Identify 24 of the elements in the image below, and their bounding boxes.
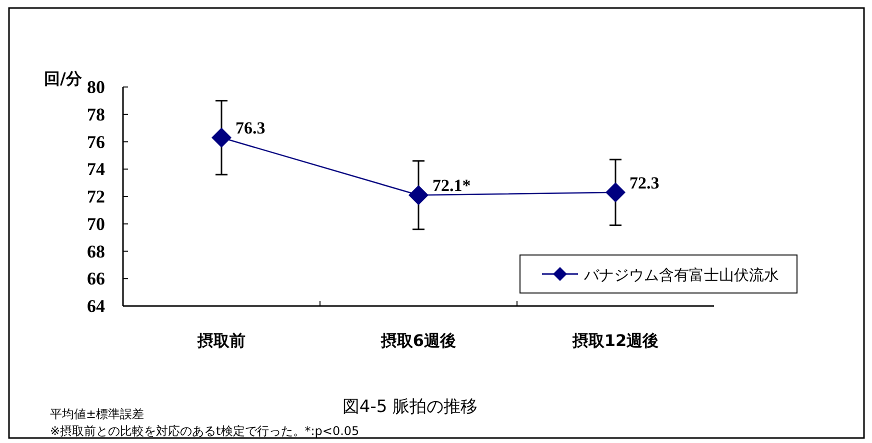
data-label: 72.1* — [432, 176, 471, 196]
y-tick-label: 80 — [87, 77, 105, 97]
point — [606, 182, 626, 202]
y-tick-label: 64 — [87, 296, 105, 316]
legend-label: バナジウム含有富士山伏流水 — [583, 266, 779, 284]
x-tick-label: 摂取12週後 — [571, 331, 659, 350]
data-label: 76.3 — [236, 118, 266, 138]
y-axis-title: 回/分 — [44, 69, 83, 88]
y-tick-label: 66 — [87, 268, 105, 289]
y-tick-label: 70 — [87, 214, 105, 234]
text: 図4-5 脈拍の推移 — [342, 397, 478, 417]
y-tick-label: 74 — [87, 159, 105, 180]
text: ※摂取前との比較を対応のあるt検定で行った。*:p<0.05 — [50, 424, 360, 438]
x-tick-label: 摂取6週後 — [380, 331, 456, 350]
x-tick-label: 摂取前 — [196, 331, 246, 350]
legend: バナジウム含有富士山伏流水 — [520, 254, 798, 294]
y-tick-label: 76 — [87, 132, 105, 152]
point — [212, 128, 232, 148]
data-label: 72.3 — [630, 173, 660, 192]
point — [408, 185, 428, 206]
y-tick-label: 78 — [87, 104, 105, 124]
y-tick-label: 72 — [87, 186, 105, 206]
y-tick-label: 68 — [87, 241, 105, 262]
text: 平均値±標準誤差 — [50, 407, 144, 421]
